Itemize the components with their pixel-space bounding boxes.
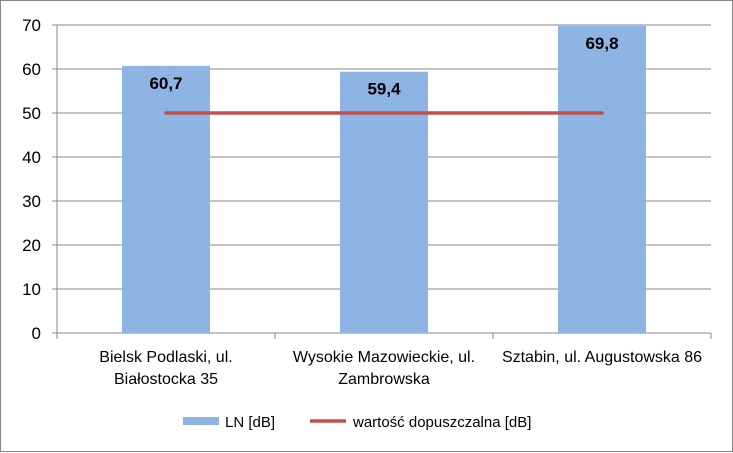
y-tick-label-7: 70 — [22, 16, 41, 35]
category-label-0-1: Białostocka 35 — [114, 371, 218, 388]
legend-swatch-bar — [183, 417, 219, 425]
y-tick-label-6: 60 — [22, 60, 41, 79]
data-label-2: 69,8 — [585, 34, 618, 53]
y-tick-label-5: 50 — [22, 104, 41, 123]
data-label-1: 59,4 — [367, 80, 401, 99]
legend-label-line: wartość dopuszczalna [dB] — [352, 414, 531, 431]
bar-2 — [558, 25, 646, 333]
category-label-1-0: Wysokie Mazowieckie, ul. — [293, 349, 475, 366]
category-label-1-1: Zambrowska — [338, 371, 430, 388]
category-label-0-0: Bielsk Podlaski, ul. — [99, 349, 232, 366]
data-label-0: 60,7 — [149, 74, 182, 93]
y-tick-label-4: 40 — [22, 148, 41, 167]
y-tick-label-0: 0 — [32, 324, 41, 343]
legend-label-bar: LN [dB] — [225, 414, 275, 431]
y-tick-label-1: 10 — [22, 280, 41, 299]
bar-0 — [122, 65, 210, 334]
bar-1 — [340, 71, 428, 333]
y-tick-label-3: 30 — [22, 192, 41, 211]
category-label-2-0: Sztabin, ul. Augustowska 86 — [502, 349, 702, 366]
y-tick-label-2: 20 — [22, 236, 41, 255]
